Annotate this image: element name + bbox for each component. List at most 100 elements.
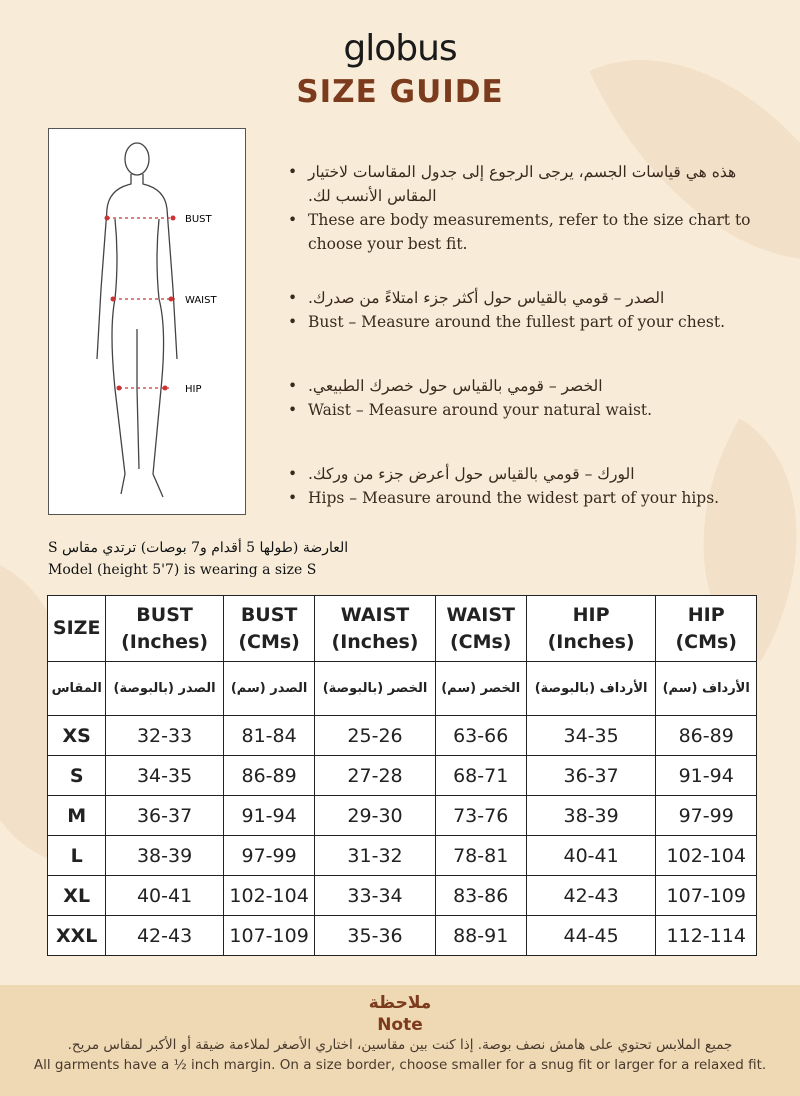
table-cell: 44-45: [525, 915, 657, 956]
table-cell: 38-39: [105, 835, 224, 876]
model-info: العارضة (طولها 5 أقدام و7 بوصات) ترتدي م…: [48, 537, 348, 581]
table-cell: L: [46, 835, 107, 876]
instruction-en: These are body measurements, refer to th…: [308, 211, 751, 253]
column-header-ar: الأرداف (بالبوصة): [525, 661, 657, 716]
table-cell: 102-104: [655, 835, 757, 876]
table-cell: 91-94: [222, 795, 316, 836]
column-header-unit: (Inches): [331, 630, 419, 653]
table-cell: XL: [46, 875, 107, 916]
instruction-group: • الخصر – قومي بالقياس حول خصرك الطبيعي. …: [288, 374, 758, 422]
column-header-ar: الخصر (بالبوصة): [314, 661, 436, 716]
column-header-name: BUST: [240, 603, 298, 626]
table-row: M 36-37 91-94 29-30 73-76 38-39 97-99: [46, 795, 757, 836]
measurement-instructions: • هذه هي قياسات الجسم، يرجى الرجوع إلى جد…: [288, 160, 758, 540]
page-title: SIZE GUIDE: [296, 74, 504, 110]
table-cell: 112-114: [655, 915, 757, 956]
column-header-unit: (CMs): [449, 630, 512, 653]
instruction-ar: الخصر – قومي بالقياس حول خصرك الطبيعي.: [308, 377, 603, 395]
table-cell: 107-109: [655, 875, 757, 916]
size-chart-table: SIZE BUST (Inches) BUST (CMs) WAIST (Inches) WA…: [46, 595, 757, 956]
header-row-ar: المقاس الصدر (بالبوصة) الصدر (سم) الخصر (با…: [46, 661, 757, 716]
column-header: SIZE: [46, 595, 107, 662]
table-cell: 73-76: [434, 795, 527, 836]
table-cell: 91-94: [655, 755, 757, 796]
column-header-name: WAIST: [340, 603, 410, 626]
note-text-ar: جميع الملابس تحتوي على هامش نصف بوصة. إذ…: [67, 1037, 733, 1053]
column-header: BUST (Inches): [105, 595, 224, 662]
instruction-ar: هذه هي قياسات الجسم، يرجى الرجوع إلى جدو…: [308, 163, 737, 205]
column-header-ar: الخصر (سم): [434, 661, 527, 716]
table-row: XXL 42-43 107-109 35-36 88-91 44-45 112-114: [46, 915, 757, 956]
model-info-en: Model (height 5'7) is wearing a size S: [48, 562, 317, 578]
table-row: XS 32-33 81-84 25-26 63-66 34-35 86-89: [46, 715, 757, 756]
table-row: L 38-39 97-99 31-32 78-81 40-41 102-104: [46, 835, 757, 876]
note-title-ar: ملاحظة: [368, 993, 432, 1013]
column-header-name: HIP: [687, 603, 725, 626]
table-cell: XXL: [46, 915, 107, 956]
figure-label-waist: WAIST: [185, 295, 217, 306]
instruction-group: • الصدر – قومي بالقياس حول أكثر جزء امتلا…: [288, 286, 758, 334]
instruction-ar: الصدر – قومي بالقياس حول أكثر جزء امتلاء…: [308, 289, 665, 307]
instruction-group: • هذه هي قياسات الجسم، يرجى الرجوع إلى جد…: [288, 160, 758, 256]
column-header: WAIST (Inches): [314, 595, 436, 662]
table-cell: 25-26: [314, 715, 436, 756]
instruction-ar: الورك – قومي بالقياس حول أعرض جزء من ورك…: [308, 465, 635, 483]
table-cell: 97-99: [655, 795, 757, 836]
column-header-name: WAIST: [446, 603, 515, 626]
table-cell: M: [46, 795, 107, 836]
column-header-unit: (CMs): [675, 630, 737, 653]
table-cell: 27-28: [314, 755, 436, 796]
table-cell: 102-104: [222, 875, 316, 916]
table-cell: 31-32: [314, 835, 436, 876]
figure-label-hip: HIP: [185, 384, 202, 395]
table-cell: 34-35: [525, 715, 657, 756]
table-row: S 34-35 86-89 27-28 68-71 36-37 91-94: [46, 755, 757, 796]
table-cell: 86-89: [655, 715, 757, 756]
table-cell: 83-86: [434, 875, 527, 916]
column-header-name: HIP: [572, 603, 610, 626]
table-cell: 68-71: [434, 755, 527, 796]
table-cell: 36-37: [105, 795, 224, 836]
body-silhouette-icon: BUST WAIST HIP: [96, 142, 217, 498]
column-header-name: SIZE: [52, 617, 101, 639]
note-title-en: Note: [377, 1015, 423, 1035]
column-header: WAIST (CMs): [434, 595, 527, 662]
model-info-ar: العارضة (طولها 5 أقدام و7 بوصات) ترتدي م…: [48, 540, 349, 556]
instruction-en: Bust – Measure around the fullest part o…: [308, 313, 725, 331]
note-section: ملاحظة Note جميع الملابس تحتوي على هامش …: [0, 985, 800, 1096]
table-cell: 35-36: [314, 915, 436, 956]
instruction-en: Hips – Measure around the widest part of…: [308, 489, 720, 507]
column-header-ar: الأرداف (سم): [655, 661, 757, 716]
table-cell: 29-30: [314, 795, 436, 836]
table-cell: 32-33: [105, 715, 224, 756]
table-cell: 40-41: [105, 875, 224, 916]
instruction-group: • الورك – قومي بالقياس حول أعرض جزء من ور…: [288, 462, 758, 510]
table-cell: 42-43: [105, 915, 224, 956]
table-cell: 78-81: [434, 835, 527, 876]
brand-logo: globus: [343, 28, 457, 69]
table-cell: 88-91: [434, 915, 527, 956]
table-cell: 42-43: [525, 875, 657, 916]
table-cell: 107-109: [222, 915, 316, 956]
instruction-en: Waist – Measure around your natural wais…: [308, 401, 653, 419]
table-cell: 81-84: [222, 715, 316, 756]
table-cell: 34-35: [105, 755, 224, 796]
table-cell: 33-34: [314, 875, 436, 916]
column-header: BUST (CMs): [222, 595, 316, 662]
table-cell: 38-39: [525, 795, 657, 836]
column-header-unit: (CMs): [238, 630, 300, 653]
table-cell: 97-99: [222, 835, 316, 876]
table-cell: 63-66: [434, 715, 527, 756]
measurement-figure: BUST WAIST HIP: [48, 128, 246, 515]
figure-label-bust: BUST: [185, 214, 213, 225]
table-row: XL 40-41 102-104 33-34 83-86 42-43 107-109: [46, 875, 757, 916]
table-cell: 40-41: [525, 835, 657, 876]
column-header-ar: الصدر (بالبوصة): [105, 661, 224, 716]
column-header: HIP (CMs): [655, 595, 757, 662]
column-header-ar: المقاس: [46, 661, 107, 716]
header-row-en: SIZE BUST (Inches) BUST (CMs) WAIST (Inches) WA…: [46, 595, 757, 662]
column-header: HIP (Inches): [525, 595, 657, 662]
table-cell: S: [46, 755, 107, 796]
column-header-unit: (Inches): [121, 630, 209, 653]
table-cell: 86-89: [222, 755, 316, 796]
